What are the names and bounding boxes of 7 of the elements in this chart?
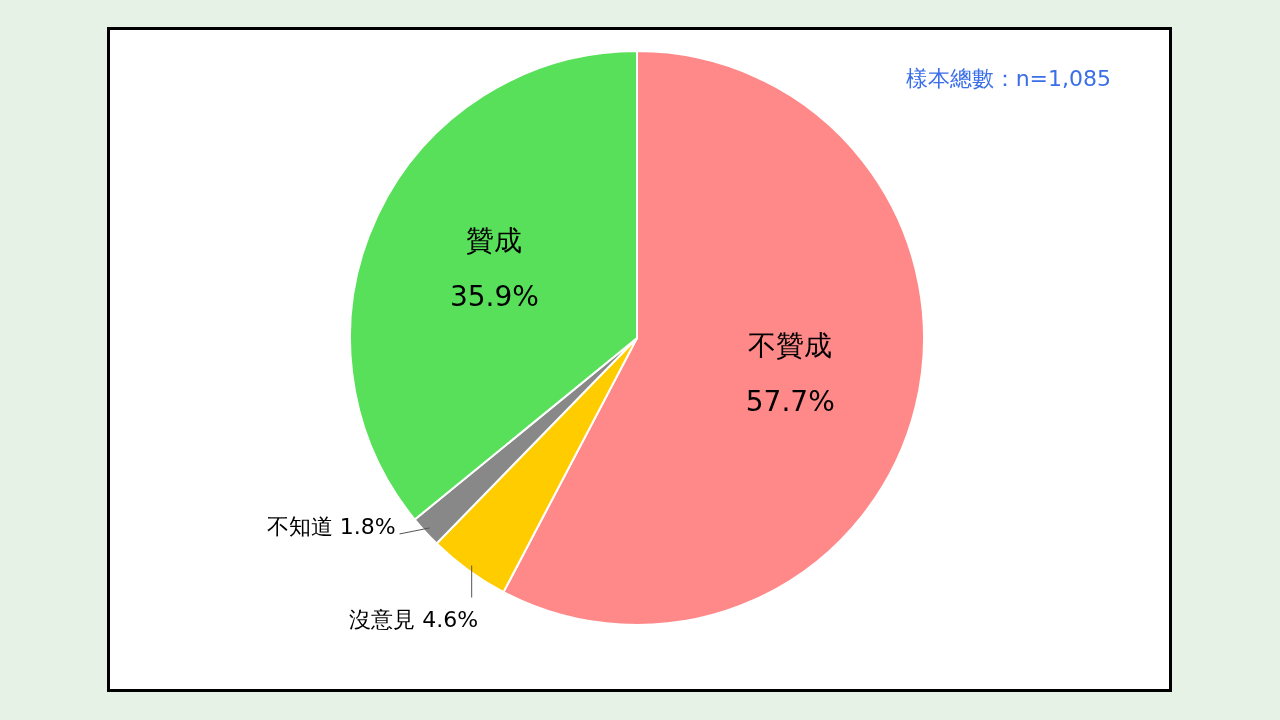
text: 樣本總數：n=1,085	[905, 65, 1111, 91]
data-label: 57.7%	[745, 385, 835, 419]
data-label: 35.9%	[449, 279, 539, 313]
slice-label: 不贊成	[748, 329, 833, 363]
slice-label: 不知道 1.8%	[266, 513, 396, 539]
slice-label: 沒意見 4.6%	[349, 607, 479, 633]
slice-label: 贊成	[466, 223, 523, 257]
